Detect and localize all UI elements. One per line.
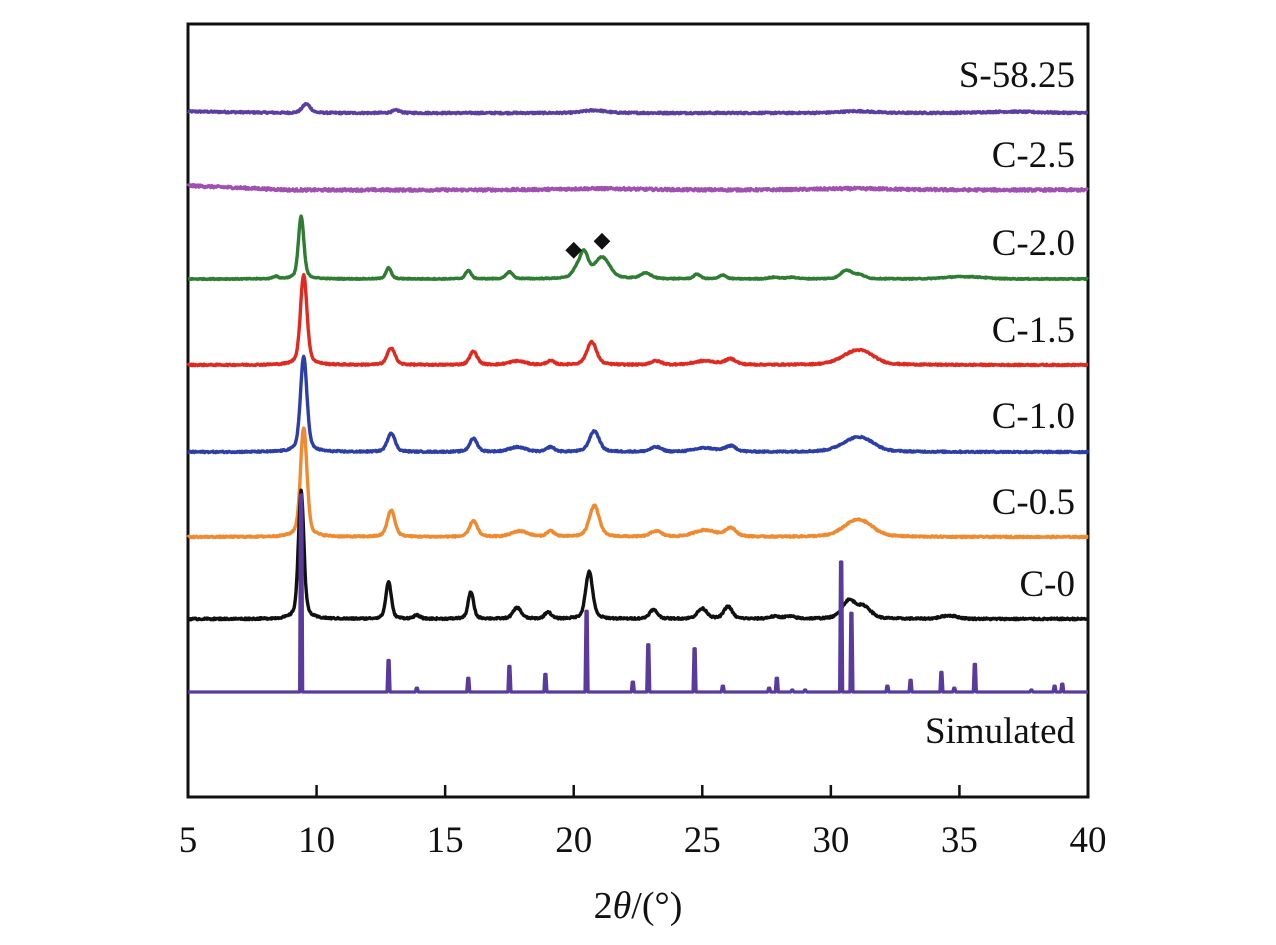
series-label-c-0: C-0 xyxy=(1020,564,1076,605)
series-label-s-58-25: S-58.25 xyxy=(959,55,1075,96)
annotations-group: ◆ ◆ xyxy=(565,228,610,262)
trace-c-1-0 xyxy=(186,354,1090,455)
series-label-c-2-0: C-2.0 xyxy=(992,223,1075,264)
diamond-marker-icon: ◆ xyxy=(594,228,611,253)
trace-s-58-25 xyxy=(186,101,1090,116)
x-axis-title-suffix: /(°) xyxy=(631,885,682,927)
x-axis-title: 2θ/(°) xyxy=(594,885,683,927)
x-tick-labels-group: 5 10 15 20 25 30 35 40 xyxy=(179,820,1107,861)
trace-c-1-5 xyxy=(186,273,1090,368)
x-ticks-group xyxy=(186,785,1090,797)
series-label-c-1-0: C-1.0 xyxy=(992,396,1075,437)
trace-c-0-5 xyxy=(186,426,1090,540)
x-tick-label: 35 xyxy=(941,820,978,861)
traces-group xyxy=(186,101,1090,694)
x-axis-title-prefix: 2 xyxy=(594,885,613,927)
trace-c-0 xyxy=(186,488,1090,622)
x-tick-label: 10 xyxy=(298,820,335,861)
plot-frame xyxy=(186,22,1090,799)
x-tick-label: 25 xyxy=(684,820,721,861)
x-tick-label: 20 xyxy=(555,820,592,861)
series-label-c-0-5: C-0.5 xyxy=(992,482,1075,523)
trace-c-2-5 xyxy=(186,183,1090,193)
trace-simulated xyxy=(188,493,1088,694)
series-labels-group: S-58.25 C-2.5 C-2.0 C-1.5 C-1.0 C-0.5 C-0 Simul… xyxy=(925,55,1076,752)
x-axis-title-theta: θ xyxy=(613,885,632,927)
x-tick-label: 30 xyxy=(812,820,849,861)
trace-c-2-0 xyxy=(186,214,1090,282)
x-tick-label: 15 xyxy=(427,820,464,861)
series-label-c-1-5: C-1.5 xyxy=(992,310,1075,351)
diamond-marker-icon: ◆ xyxy=(565,237,582,262)
x-tick-label: 5 xyxy=(179,820,198,861)
series-label-simulated: Simulated xyxy=(925,711,1076,752)
series-label-c-2-5: C-2.5 xyxy=(992,135,1075,176)
x-tick-label: 40 xyxy=(1070,820,1107,861)
